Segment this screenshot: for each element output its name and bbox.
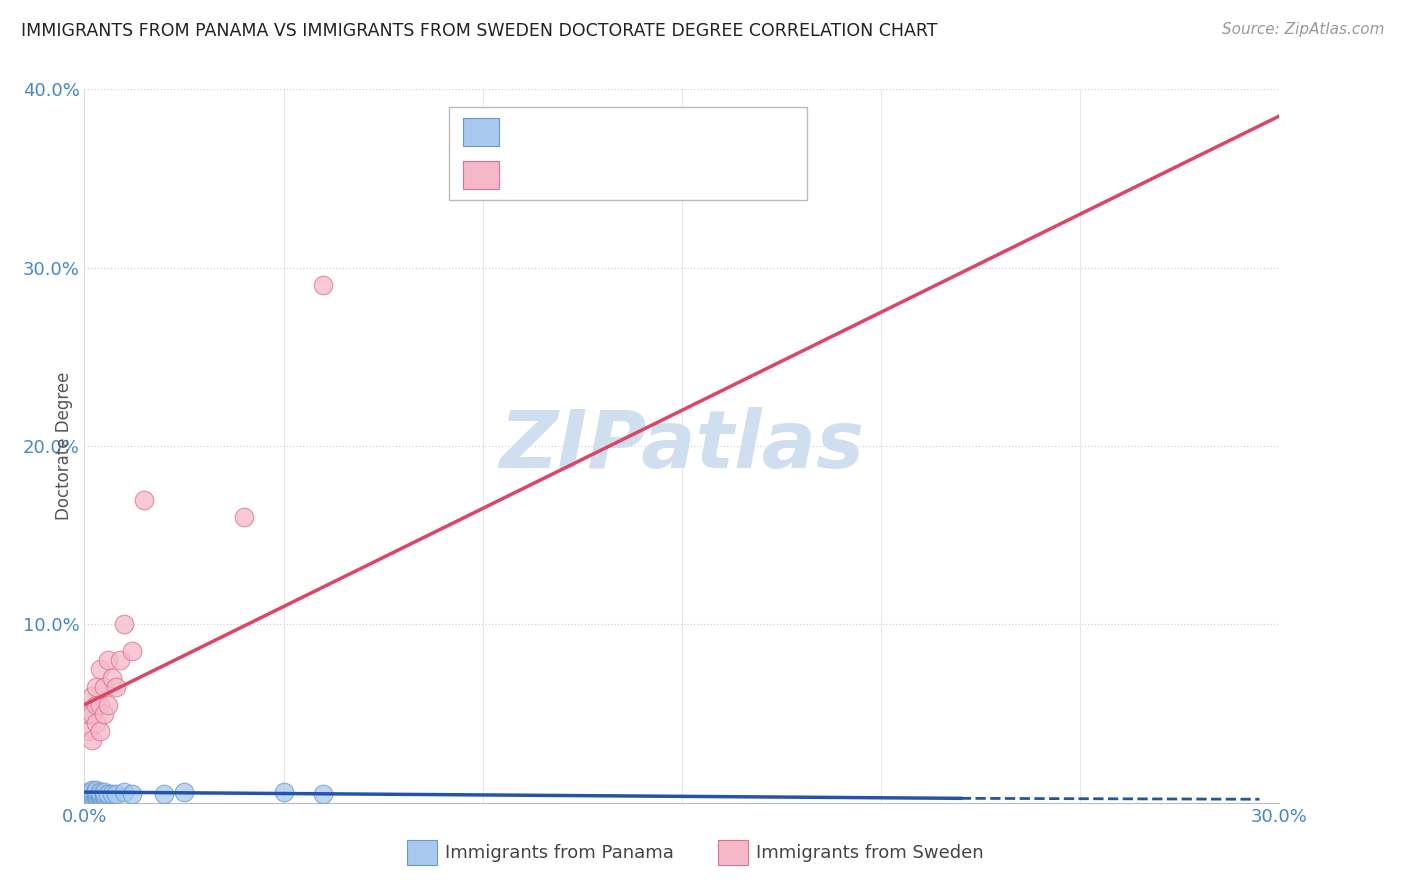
Point bbox=[89, 662, 111, 676]
Point bbox=[89, 698, 111, 712]
Point bbox=[89, 787, 111, 801]
Text: ZIPatlas: ZIPatlas bbox=[499, 407, 865, 485]
Point bbox=[93, 680, 115, 694]
Point bbox=[93, 789, 115, 803]
Point bbox=[112, 785, 135, 799]
Point bbox=[121, 787, 143, 801]
Point bbox=[312, 787, 335, 801]
Point bbox=[77, 787, 100, 801]
FancyBboxPatch shape bbox=[449, 107, 807, 200]
Point bbox=[232, 510, 254, 524]
Point bbox=[77, 706, 100, 721]
Point bbox=[93, 787, 115, 801]
Point bbox=[89, 724, 111, 739]
Text: Immigrants from Sweden: Immigrants from Sweden bbox=[756, 844, 984, 862]
Text: Source: ZipAtlas.com: Source: ZipAtlas.com bbox=[1222, 22, 1385, 37]
Text: Immigrants from Panama: Immigrants from Panama bbox=[446, 844, 673, 862]
Bar bbox=[463, 161, 499, 189]
Point bbox=[82, 689, 104, 703]
Point bbox=[82, 706, 104, 721]
Point bbox=[82, 787, 104, 801]
Point bbox=[93, 785, 115, 799]
Text: R = -0.215   N = 26: R = -0.215 N = 26 bbox=[515, 121, 692, 139]
Point bbox=[173, 785, 195, 799]
Point bbox=[86, 715, 108, 730]
Point bbox=[86, 783, 108, 797]
Y-axis label: Doctorate Degree: Doctorate Degree bbox=[55, 372, 73, 520]
Point bbox=[101, 671, 124, 685]
Point bbox=[132, 492, 156, 507]
Point bbox=[82, 785, 104, 799]
Point bbox=[93, 706, 115, 721]
Point bbox=[86, 787, 108, 801]
Point bbox=[77, 785, 100, 799]
Point bbox=[121, 644, 143, 658]
Point bbox=[89, 789, 111, 803]
Point bbox=[153, 787, 176, 801]
Point bbox=[110, 653, 132, 667]
Point bbox=[97, 787, 120, 801]
Point bbox=[101, 787, 124, 801]
Point bbox=[312, 278, 335, 293]
Bar bbox=[408, 840, 437, 865]
Point bbox=[105, 787, 128, 801]
Point bbox=[77, 789, 100, 803]
Point bbox=[273, 785, 295, 799]
Bar bbox=[463, 118, 499, 146]
Bar bbox=[718, 840, 748, 865]
Point bbox=[97, 698, 120, 712]
Point bbox=[86, 789, 108, 803]
Point bbox=[105, 680, 128, 694]
Point bbox=[86, 698, 108, 712]
Point bbox=[86, 785, 108, 799]
Point bbox=[112, 617, 135, 632]
Point bbox=[97, 653, 120, 667]
Point bbox=[82, 733, 104, 747]
Text: IMMIGRANTS FROM PANAMA VS IMMIGRANTS FROM SWEDEN DOCTORATE DEGREE CORRELATION CH: IMMIGRANTS FROM PANAMA VS IMMIGRANTS FRO… bbox=[21, 22, 938, 40]
Point bbox=[77, 724, 100, 739]
Point bbox=[82, 790, 104, 805]
Text: R =  0.734   N = 23: R = 0.734 N = 23 bbox=[515, 164, 692, 182]
Point bbox=[86, 680, 108, 694]
Point bbox=[89, 785, 111, 799]
Point bbox=[82, 783, 104, 797]
